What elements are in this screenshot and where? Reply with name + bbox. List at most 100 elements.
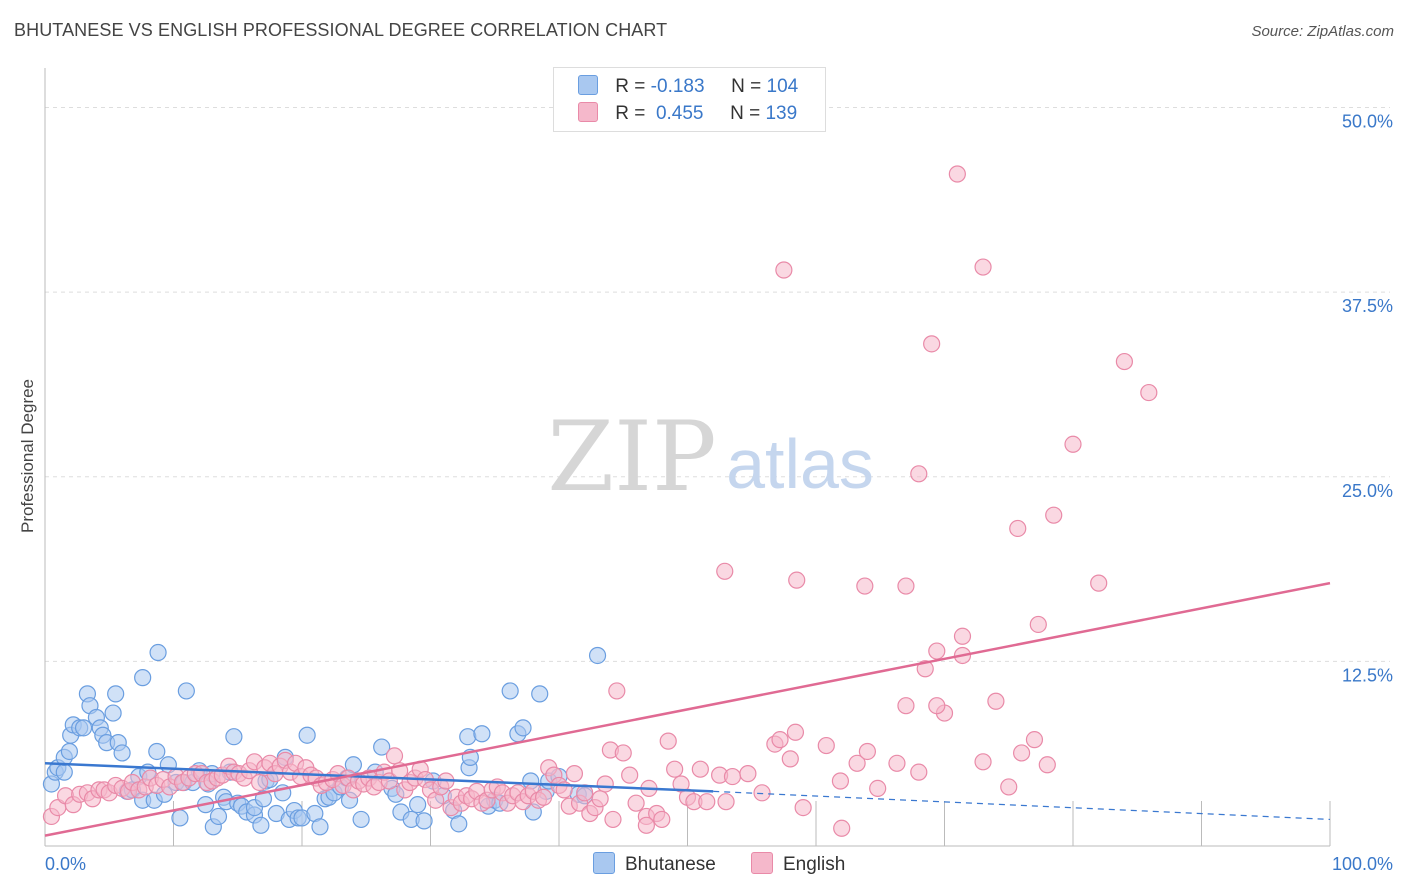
english-point [848,754,866,772]
bhutanese-point [531,685,549,703]
x-tick-label: 100.0% [1332,854,1393,874]
english-point [565,765,584,783]
bhutanese-point [177,682,195,700]
english-point [596,775,614,793]
english-point [1064,435,1082,453]
english-point [948,165,966,183]
legend-row-bhutanese: R = -0.183 N = 104 [578,75,798,98]
english-point [831,772,850,790]
bhutanese-point [352,810,370,829]
english-point [723,767,742,786]
bhutanese-trend-line [44,762,714,793]
english-point [928,697,946,715]
watermark: ZIP atlas [547,401,874,513]
legend-r-label: R = [615,76,646,97]
trend-lines [44,581,1331,837]
english-point [987,692,1005,710]
bhutanese-point [104,704,122,722]
bhutanese-point [459,728,477,746]
watermark-atlas: atlas [726,425,874,503]
bhutanese-point [588,646,607,665]
english-point [1009,519,1027,538]
english-point [716,562,734,580]
y-tick-label: 25.0% [1342,481,1393,501]
english-point [817,736,835,755]
english-point [1090,574,1108,592]
legend-r-label: R = [615,103,646,124]
bhutanese-point [298,726,316,744]
chart-title: BHUTANESE VS ENGLISH PROFESSIONAL DEGREE… [14,20,668,40]
bhutanese-point [409,796,427,814]
english-point [916,660,934,678]
bhutanese-point [148,742,166,761]
bhutanese-trend-extension [713,790,1331,821]
english-point [928,642,946,660]
english-point [974,258,992,276]
watermark-zip: ZIP [547,401,716,513]
english-point [591,790,609,808]
english-point [786,723,805,741]
english-point [910,465,928,483]
english-point [534,788,553,806]
english-point [666,760,684,778]
english-point [627,794,645,812]
legend-row-english: R = 0.455 N = 139 [578,102,797,125]
english-point [1140,383,1158,402]
legend-item-english[interactable]: English [751,852,845,876]
x-tick-label: 0.0% [45,854,86,874]
english-point [788,571,806,589]
legend-swatch-pink [578,102,598,122]
english-point [888,754,906,772]
bhutanese-point [450,815,468,833]
english-point [653,810,671,829]
legend-label-english: English [783,854,846,875]
legend-r-value: 0.455 [650,103,704,124]
bhutanese-point [55,763,73,781]
english-point [1038,756,1056,774]
legend-item-bhutanese[interactable]: Bhutanese [593,852,716,876]
english-point [1115,352,1134,371]
english-point [1025,731,1044,749]
english-point [614,744,632,762]
y-tick-label: 50.0% [1342,112,1393,132]
english-point [250,773,269,792]
english-point [775,261,793,279]
english-point [953,627,972,645]
legend-r-value: -0.183 [650,76,705,97]
bhutanese-point [209,807,228,826]
english-point [1029,615,1047,634]
english-point [621,766,639,784]
english-point [923,335,941,353]
english-point [858,742,877,761]
bhutanese-point [113,744,131,762]
english-point [897,697,915,715]
english-point [856,577,874,595]
legend-swatch-blue [578,75,598,95]
english-point [1000,778,1018,796]
bhutanese-point [252,816,270,834]
english-point [385,747,404,765]
english-trend-line [44,581,1331,837]
gridlines [45,107,1390,662]
english-point [1012,744,1031,762]
legend-label-bhutanese: Bhutanese [625,854,716,875]
english-point [717,793,735,811]
english-point [869,779,887,798]
stats-legend: R = -0.183 N = 104 R = 0.455 N = 139 [553,67,826,132]
bhutanese-point [415,812,433,830]
tick-labels: 12.5% 25.0% 37.5% 50.0% 0.0% 100.0% [45,112,1393,874]
legend-n-value: 139 [765,103,798,124]
bhutanese-point [473,725,491,743]
english-point [974,753,992,771]
english-point [897,577,915,595]
y-tick-label: 37.5% [1342,296,1393,316]
english-point [691,760,709,778]
english-point [781,750,799,768]
legend-n-value: 104 [766,76,799,97]
axes [44,68,1331,847]
bhutanese-point [171,809,189,827]
bhutanese-point [74,719,93,737]
english-point [659,732,677,750]
legend-swatch-blue [593,852,615,874]
